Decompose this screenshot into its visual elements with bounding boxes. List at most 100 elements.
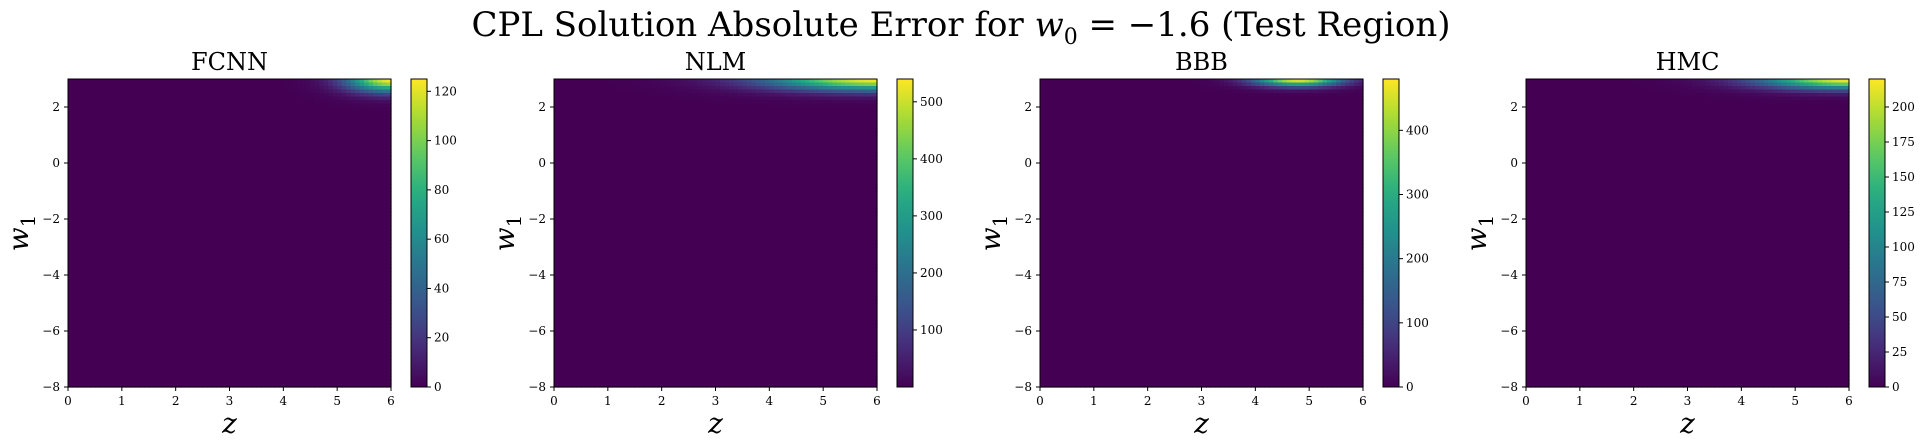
heatmap-cell <box>283 163 288 167</box>
heatmap-cell <box>360 289 365 293</box>
heatmap-cell <box>212 226 217 230</box>
heatmap-cell <box>315 177 320 181</box>
heatmap-cell <box>342 293 347 297</box>
heatmap-cell <box>135 272 140 276</box>
heatmap-cell <box>167 237 172 241</box>
heatmap-cell <box>360 237 365 241</box>
heatmap-cell <box>140 132 145 136</box>
heatmap-cell <box>203 107 208 111</box>
heatmap-cell <box>198 289 203 293</box>
heatmap-cell <box>342 97 347 101</box>
heatmap-cell <box>203 268 208 272</box>
heatmap-cell <box>360 307 365 311</box>
heatmap-cell <box>270 114 275 118</box>
heatmap-cell <box>90 233 95 237</box>
heatmap-cell <box>189 149 194 153</box>
heatmap-cell <box>81 160 86 164</box>
heatmap-cell <box>283 184 288 188</box>
heatmap-cell <box>144 303 149 307</box>
heatmap-cell <box>221 167 226 171</box>
heatmap-cell <box>198 272 203 276</box>
heatmap-cell <box>252 237 257 241</box>
heatmap-cell <box>342 132 347 136</box>
heatmap-cell <box>342 314 347 318</box>
heatmap-cell <box>351 100 356 104</box>
heatmap-cell <box>131 160 136 164</box>
heatmap-cell <box>360 202 365 206</box>
heatmap-cell <box>162 293 167 297</box>
heatmap-cell <box>315 188 320 192</box>
heatmap-cell <box>324 139 329 143</box>
heatmap-cell <box>328 272 333 276</box>
heatmap-cell <box>149 268 154 272</box>
heatmap-cell <box>68 202 73 206</box>
heatmap-cell <box>360 261 365 265</box>
heatmap-cell <box>270 303 275 307</box>
heatmap-cell <box>81 107 86 111</box>
heatmap-cell <box>99 181 104 185</box>
heatmap-cell <box>274 275 279 279</box>
heatmap-cell <box>117 205 122 209</box>
heatmap-cell <box>333 184 338 188</box>
heatmap-cell <box>135 97 140 101</box>
heatmap-cell <box>162 139 167 143</box>
heatmap-cell <box>225 174 230 178</box>
heatmap-cell <box>301 233 306 237</box>
heatmap-cell <box>207 156 212 160</box>
heatmap-cell <box>243 132 248 136</box>
heatmap-cell <box>122 111 127 115</box>
heatmap-cell <box>238 160 243 164</box>
heatmap-cell <box>333 90 338 94</box>
heatmap-cell <box>90 163 95 167</box>
heatmap-cell <box>162 268 167 272</box>
heatmap-cell <box>247 209 252 213</box>
heatmap-cell <box>144 251 149 255</box>
heatmap-cell <box>189 90 194 94</box>
heatmap-cell <box>369 226 374 230</box>
heatmap-cell <box>238 170 243 174</box>
heatmap-cell <box>324 265 329 269</box>
heatmap-cell <box>360 216 365 220</box>
heatmap-cell <box>140 198 145 202</box>
heatmap-cell <box>185 226 190 230</box>
heatmap-cell <box>315 272 320 276</box>
heatmap-cell <box>207 275 212 279</box>
heatmap-cell <box>319 121 324 125</box>
heatmap-cell <box>364 121 369 125</box>
heatmap-cell <box>207 128 212 132</box>
heatmap-cell <box>126 118 131 122</box>
heatmap-cell <box>342 146 347 150</box>
heatmap-cell <box>81 230 86 234</box>
heatmap-cell <box>176 100 181 104</box>
heatmap-cell <box>337 240 342 244</box>
heatmap-cell <box>131 265 136 269</box>
heatmap-cell <box>99 163 104 167</box>
heatmap-cell <box>77 97 82 101</box>
heatmap-cell <box>306 230 311 234</box>
heatmap-cell <box>117 244 122 248</box>
heatmap-cell <box>230 167 235 171</box>
heatmap-cell <box>247 254 252 258</box>
heatmap-cell <box>378 317 383 321</box>
heatmap-cell <box>140 149 145 153</box>
heatmap-cell <box>274 303 279 307</box>
heatmap-cell <box>203 300 208 304</box>
heatmap-cell <box>162 282 167 286</box>
heatmap-cell <box>171 86 176 90</box>
heatmap-cell <box>81 170 86 174</box>
heatmap-cell <box>185 146 190 150</box>
heatmap-cell <box>162 107 167 111</box>
heatmap-cell <box>140 104 145 108</box>
heatmap-cell <box>207 286 212 290</box>
heatmap-cell <box>194 223 199 227</box>
heatmap-cell <box>167 93 172 97</box>
heatmap-cell <box>315 237 320 241</box>
heatmap-cell <box>171 254 176 258</box>
heatmap-cell <box>131 240 136 244</box>
heatmap-cell <box>342 181 347 185</box>
heatmap-cell <box>252 121 257 125</box>
heatmap-cell <box>301 289 306 293</box>
heatmap-cell <box>301 223 306 227</box>
heatmap-cell <box>230 265 235 269</box>
heatmap-cell <box>238 118 243 122</box>
